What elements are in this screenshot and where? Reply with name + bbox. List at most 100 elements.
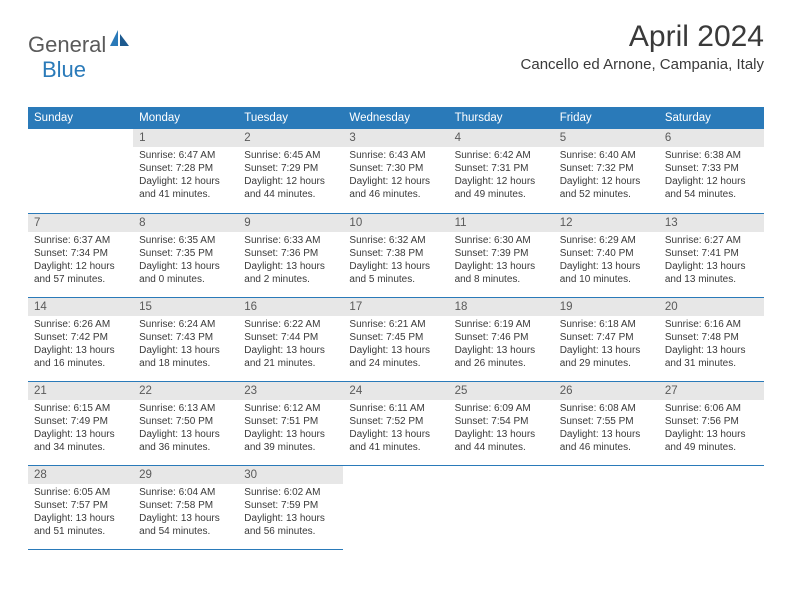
day-number: 20 — [659, 298, 764, 316]
day-number: 26 — [554, 382, 659, 400]
dayhead-friday: Friday — [554, 107, 659, 129]
day-body: Sunrise: 6:35 AMSunset: 7:35 PMDaylight:… — [133, 232, 238, 290]
day-number: 16 — [238, 298, 343, 316]
day-number: 28 — [28, 466, 133, 484]
day-number: 11 — [449, 214, 554, 232]
day-number: 21 — [28, 382, 133, 400]
day-number: 9 — [238, 214, 343, 232]
day-body: Sunrise: 6:11 AMSunset: 7:52 PMDaylight:… — [343, 400, 448, 458]
month-title: April 2024 — [521, 20, 764, 54]
day-cell: 18Sunrise: 6:19 AMSunset: 7:46 PMDayligh… — [449, 297, 554, 381]
day-body: Sunrise: 6:24 AMSunset: 7:43 PMDaylight:… — [133, 316, 238, 374]
day-cell: 3Sunrise: 6:43 AMSunset: 7:30 PMDaylight… — [343, 129, 448, 213]
day-body: Sunrise: 6:38 AMSunset: 7:33 PMDaylight:… — [659, 147, 764, 205]
day-number: 18 — [449, 298, 554, 316]
day-number: 8 — [133, 214, 238, 232]
day-body: Sunrise: 6:32 AMSunset: 7:38 PMDaylight:… — [343, 232, 448, 290]
day-number: 3 — [343, 129, 448, 147]
day-cell: 9Sunrise: 6:33 AMSunset: 7:36 PMDaylight… — [238, 213, 343, 297]
day-number: 22 — [133, 382, 238, 400]
day-cell: 7Sunrise: 6:37 AMSunset: 7:34 PMDaylight… — [28, 213, 133, 297]
calendar-row: 7Sunrise: 6:37 AMSunset: 7:34 PMDaylight… — [28, 213, 764, 297]
day-body: Sunrise: 6:47 AMSunset: 7:28 PMDaylight:… — [133, 147, 238, 205]
day-number: 24 — [343, 382, 448, 400]
day-cell: 24Sunrise: 6:11 AMSunset: 7:52 PMDayligh… — [343, 381, 448, 465]
day-cell: 23Sunrise: 6:12 AMSunset: 7:51 PMDayligh… — [238, 381, 343, 465]
day-number: 7 — [28, 214, 133, 232]
day-cell: 4Sunrise: 6:42 AMSunset: 7:31 PMDaylight… — [449, 129, 554, 213]
day-number: 5 — [554, 129, 659, 147]
day-number: 1 — [133, 129, 238, 147]
day-cell: 1Sunrise: 6:47 AMSunset: 7:28 PMDaylight… — [133, 129, 238, 213]
day-body: Sunrise: 6:30 AMSunset: 7:39 PMDaylight:… — [449, 232, 554, 290]
logo-text-blue: Blue — [42, 57, 86, 82]
day-cell: 30Sunrise: 6:02 AMSunset: 7:59 PMDayligh… — [238, 465, 343, 549]
day-cell — [449, 465, 554, 549]
day-body: Sunrise: 6:18 AMSunset: 7:47 PMDaylight:… — [554, 316, 659, 374]
day-cell: 28Sunrise: 6:05 AMSunset: 7:57 PMDayligh… — [28, 465, 133, 549]
calendar-row: 1Sunrise: 6:47 AMSunset: 7:28 PMDaylight… — [28, 129, 764, 213]
day-body: Sunrise: 6:29 AMSunset: 7:40 PMDaylight:… — [554, 232, 659, 290]
day-cell: 11Sunrise: 6:30 AMSunset: 7:39 PMDayligh… — [449, 213, 554, 297]
calendar-row: 21Sunrise: 6:15 AMSunset: 7:49 PMDayligh… — [28, 381, 764, 465]
day-cell: 22Sunrise: 6:13 AMSunset: 7:50 PMDayligh… — [133, 381, 238, 465]
day-cell: 8Sunrise: 6:35 AMSunset: 7:35 PMDaylight… — [133, 213, 238, 297]
day-cell: 2Sunrise: 6:45 AMSunset: 7:29 PMDaylight… — [238, 129, 343, 213]
dayhead-wednesday: Wednesday — [343, 107, 448, 129]
day-body: Sunrise: 6:09 AMSunset: 7:54 PMDaylight:… — [449, 400, 554, 458]
day-number: 29 — [133, 466, 238, 484]
day-cell: 14Sunrise: 6:26 AMSunset: 7:42 PMDayligh… — [28, 297, 133, 381]
day-body: Sunrise: 6:04 AMSunset: 7:58 PMDaylight:… — [133, 484, 238, 542]
calendar-row: 14Sunrise: 6:26 AMSunset: 7:42 PMDayligh… — [28, 297, 764, 381]
day-number: 17 — [343, 298, 448, 316]
day-number: 30 — [238, 466, 343, 484]
day-body: Sunrise: 6:45 AMSunset: 7:29 PMDaylight:… — [238, 147, 343, 205]
day-body: Sunrise: 6:08 AMSunset: 7:55 PMDaylight:… — [554, 400, 659, 458]
day-number: 10 — [343, 214, 448, 232]
dayhead-tuesday: Tuesday — [238, 107, 343, 129]
day-number: 23 — [238, 382, 343, 400]
day-body: Sunrise: 6:21 AMSunset: 7:45 PMDaylight:… — [343, 316, 448, 374]
day-body: Sunrise: 6:33 AMSunset: 7:36 PMDaylight:… — [238, 232, 343, 290]
day-cell — [554, 465, 659, 549]
day-cell: 20Sunrise: 6:16 AMSunset: 7:48 PMDayligh… — [659, 297, 764, 381]
day-cell: 26Sunrise: 6:08 AMSunset: 7:55 PMDayligh… — [554, 381, 659, 465]
day-number: 25 — [449, 382, 554, 400]
day-cell: 17Sunrise: 6:21 AMSunset: 7:45 PMDayligh… — [343, 297, 448, 381]
dayhead-monday: Monday — [133, 107, 238, 129]
day-cell: 16Sunrise: 6:22 AMSunset: 7:44 PMDayligh… — [238, 297, 343, 381]
day-number: 6 — [659, 129, 764, 147]
day-body: Sunrise: 6:02 AMSunset: 7:59 PMDaylight:… — [238, 484, 343, 542]
day-cell: 25Sunrise: 6:09 AMSunset: 7:54 PMDayligh… — [449, 381, 554, 465]
day-body: Sunrise: 6:19 AMSunset: 7:46 PMDaylight:… — [449, 316, 554, 374]
day-body: Sunrise: 6:06 AMSunset: 7:56 PMDaylight:… — [659, 400, 764, 458]
day-number: 2 — [238, 129, 343, 147]
day-body: Sunrise: 6:12 AMSunset: 7:51 PMDaylight:… — [238, 400, 343, 458]
day-cell: 12Sunrise: 6:29 AMSunset: 7:40 PMDayligh… — [554, 213, 659, 297]
logo-sail-icon — [110, 30, 130, 51]
day-number: 4 — [449, 129, 554, 147]
day-body: Sunrise: 6:16 AMSunset: 7:48 PMDaylight:… — [659, 316, 764, 374]
day-number: 15 — [133, 298, 238, 316]
logo-text-general: General — [28, 32, 106, 58]
day-body: Sunrise: 6:15 AMSunset: 7:49 PMDaylight:… — [28, 400, 133, 458]
calendar-table: SundayMondayTuesdayWednesdayThursdayFrid… — [28, 107, 764, 550]
calendar-row: 28Sunrise: 6:05 AMSunset: 7:57 PMDayligh… — [28, 465, 764, 549]
day-body: Sunrise: 6:42 AMSunset: 7:31 PMDaylight:… — [449, 147, 554, 205]
day-body: Sunrise: 6:40 AMSunset: 7:32 PMDaylight:… — [554, 147, 659, 205]
day-body: Sunrise: 6:43 AMSunset: 7:30 PMDaylight:… — [343, 147, 448, 205]
day-number: 14 — [28, 298, 133, 316]
day-cell: 5Sunrise: 6:40 AMSunset: 7:32 PMDaylight… — [554, 129, 659, 213]
logo: General — [28, 30, 132, 59]
day-cell — [659, 465, 764, 549]
day-number: 27 — [659, 382, 764, 400]
day-cell: 21Sunrise: 6:15 AMSunset: 7:49 PMDayligh… — [28, 381, 133, 465]
day-body: Sunrise: 6:26 AMSunset: 7:42 PMDaylight:… — [28, 316, 133, 374]
day-body: Sunrise: 6:37 AMSunset: 7:34 PMDaylight:… — [28, 232, 133, 290]
day-body: Sunrise: 6:13 AMSunset: 7:50 PMDaylight:… — [133, 400, 238, 458]
day-body: Sunrise: 6:05 AMSunset: 7:57 PMDaylight:… — [28, 484, 133, 542]
day-number: 19 — [554, 298, 659, 316]
day-cell: 13Sunrise: 6:27 AMSunset: 7:41 PMDayligh… — [659, 213, 764, 297]
dayhead-saturday: Saturday — [659, 107, 764, 129]
day-cell: 6Sunrise: 6:38 AMSunset: 7:33 PMDaylight… — [659, 129, 764, 213]
